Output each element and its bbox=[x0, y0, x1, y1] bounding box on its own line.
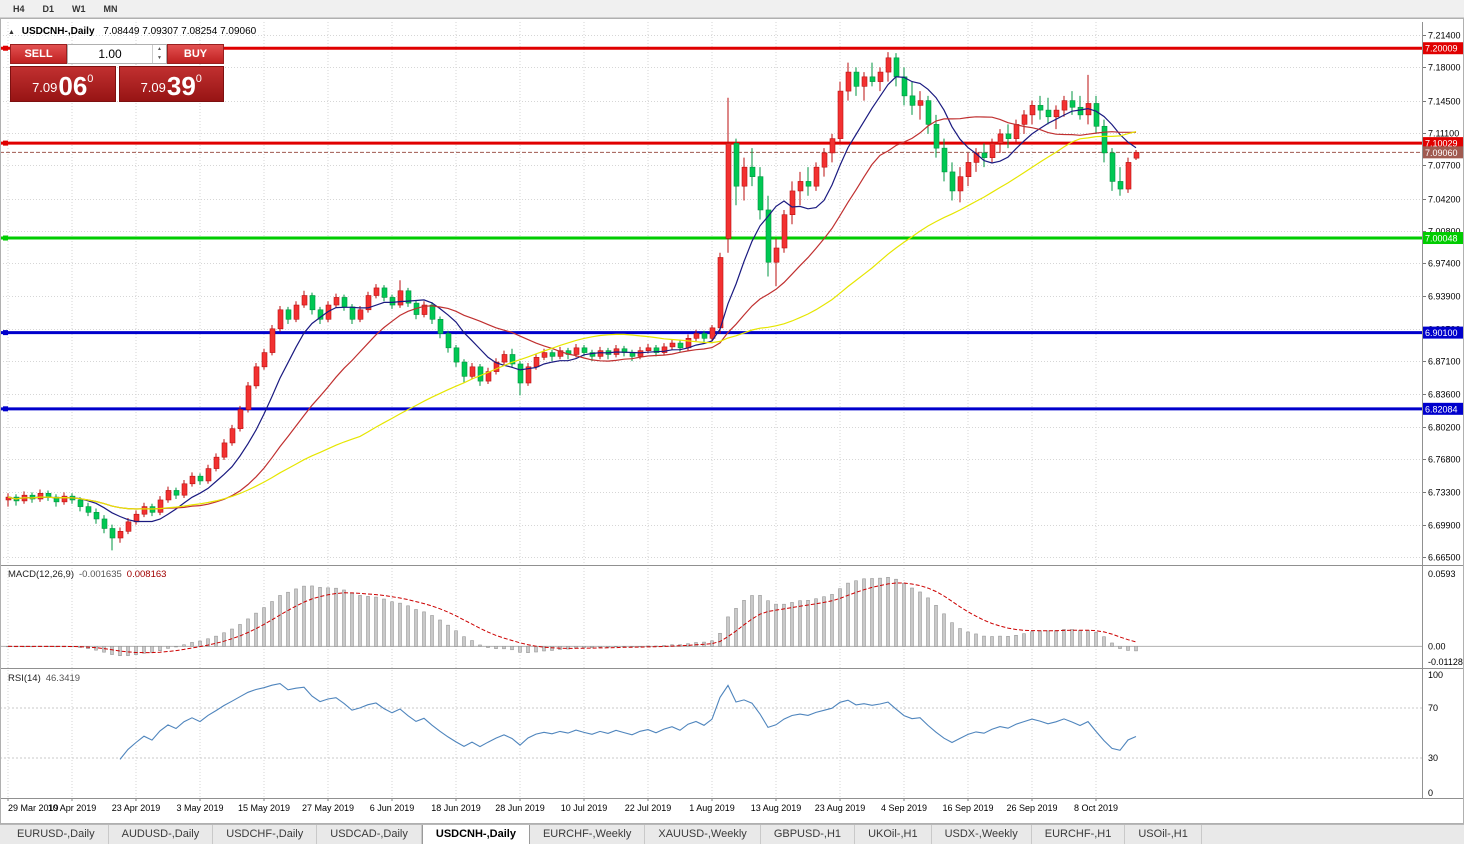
svg-text:0.0593: 0.0593 bbox=[1428, 569, 1456, 579]
svg-text:7.07700: 7.07700 bbox=[1428, 161, 1461, 171]
timeframe-toolbar: H4 D1 W1 MN bbox=[0, 0, 1464, 18]
svg-text:6.82084: 6.82084 bbox=[1425, 404, 1458, 414]
rsi-value: 46.3419 bbox=[45, 673, 81, 684]
buy-price-tile[interactable]: 7.09 39 0 bbox=[118, 66, 224, 102]
svg-text:6.73300: 6.73300 bbox=[1428, 488, 1461, 498]
svg-text:7.09060: 7.09060 bbox=[1425, 148, 1458, 158]
buy-button[interactable]: BUY bbox=[167, 44, 224, 64]
svg-text:7.11100: 7.11100 bbox=[1428, 129, 1459, 139]
chart-tabs-bar: EURUSD-,Daily AUDUSD-,Daily USDCHF-,Daily U… bbox=[0, 824, 1464, 844]
sell-button[interactable]: SELL bbox=[10, 44, 67, 64]
rsi-indicator-label: RSI(14) 46.3419 bbox=[8, 673, 85, 684]
timeframe-button-mn[interactable]: MN bbox=[103, 3, 118, 14]
volume-value[interactable]: 1.00 bbox=[98, 47, 122, 61]
chart-tab-usdx-weekly[interactable]: USDX-,Weekly bbox=[932, 825, 1032, 844]
svg-text:1 Aug 2019: 1 Aug 2019 bbox=[689, 803, 735, 813]
timeframe-button-w1[interactable]: W1 bbox=[72, 3, 86, 14]
rsi-name: RSI(14) bbox=[8, 673, 41, 684]
sell-price-pips: 06 bbox=[58, 71, 88, 101]
chart-tab-usdcnh-daily[interactable]: USDCNH-,Daily bbox=[421, 825, 530, 844]
svg-text:10 Apr 2019: 10 Apr 2019 bbox=[48, 803, 97, 813]
chart-canvas[interactable]: 7.21400 7.18000 7.14500 7.11100 7.07700 7.042… bbox=[0, 18, 1464, 824]
svg-text:15 May 2019: 15 May 2019 bbox=[238, 803, 290, 813]
chart-tab-ukoil-h1[interactable]: UKOil-,H1 bbox=[855, 825, 932, 844]
svg-text:23 Aug 2019: 23 Aug 2019 bbox=[815, 803, 866, 813]
svg-text:7.18000: 7.18000 bbox=[1428, 63, 1461, 73]
buy-price-pips: 39 bbox=[166, 71, 196, 101]
svg-text:0.00: 0.00 bbox=[1428, 641, 1446, 651]
svg-text:7.04200: 7.04200 bbox=[1428, 195, 1461, 205]
svg-text:28 Jun 2019: 28 Jun 2019 bbox=[495, 803, 545, 813]
chart-tab-xauusd-weekly[interactable]: XAUUSD-,Weekly bbox=[645, 825, 761, 844]
macd-indicator-label: MACD(12,26,9) -0.001635 0.008163 bbox=[8, 569, 171, 580]
one-click-toggle-icon[interactable]: ▲ bbox=[8, 29, 15, 36]
svg-text:8 Oct 2019: 8 Oct 2019 bbox=[1074, 803, 1118, 813]
sell-price-tile[interactable]: 7.09 06 0 bbox=[10, 66, 116, 102]
chart-tab-usdchf-daily[interactable]: USDCHF-,Daily bbox=[213, 825, 318, 844]
svg-text:0: 0 bbox=[1428, 788, 1433, 798]
buy-price-point: 0 bbox=[195, 73, 202, 85]
svg-text:4 Sep 2019: 4 Sep 2019 bbox=[881, 803, 927, 813]
volume-decrease-button[interactable]: ▼ bbox=[157, 55, 162, 61]
svg-text:70: 70 bbox=[1428, 703, 1438, 713]
buy-price-main: 7.09 bbox=[140, 80, 166, 95]
sell-price-point: 0 bbox=[87, 73, 94, 85]
chart-ohlc-values: 7.08449 7.09307 7.08254 7.09060 bbox=[103, 26, 257, 37]
svg-text:27 May 2019: 27 May 2019 bbox=[302, 803, 354, 813]
svg-text:-0.011289: -0.011289 bbox=[1428, 657, 1464, 667]
macd-value-signal: 0.008163 bbox=[126, 569, 167, 580]
svg-text:30: 30 bbox=[1428, 753, 1438, 763]
svg-text:6.69900: 6.69900 bbox=[1428, 521, 1461, 531]
chart-tab-eurusd-daily[interactable]: EURUSD-,Daily bbox=[4, 825, 109, 844]
volume-increase-button[interactable]: ▲ bbox=[157, 46, 162, 52]
svg-text:6.76800: 6.76800 bbox=[1428, 455, 1461, 465]
svg-text:7.21400: 7.21400 bbox=[1428, 31, 1461, 41]
svg-text:29 Mar 2019: 29 Mar 2019 bbox=[8, 803, 59, 813]
svg-text:6 Jun 2019: 6 Jun 2019 bbox=[370, 803, 415, 813]
svg-text:100: 100 bbox=[1428, 670, 1443, 680]
timeframe-button-h4[interactable]: H4 bbox=[13, 3, 25, 14]
svg-text:7.10029: 7.10029 bbox=[1425, 139, 1458, 149]
svg-text:7.14500: 7.14500 bbox=[1428, 97, 1461, 107]
volume-spinner[interactable]: 1.00 ▲ ▼ bbox=[67, 44, 167, 64]
chart-title: ▲ USDCNH-,Daily 7.08449 7.09307 7.08254 … bbox=[8, 26, 256, 37]
svg-text:10 Jul 2019: 10 Jul 2019 bbox=[561, 803, 608, 813]
svg-text:22 Jul 2019: 22 Jul 2019 bbox=[625, 803, 672, 813]
svg-text:18 Jun 2019: 18 Jun 2019 bbox=[431, 803, 481, 813]
macd-value-main: -0.001635 bbox=[79, 569, 122, 580]
macd-name: MACD(12,26,9) bbox=[8, 569, 74, 580]
chart-area: 7.21400 7.18000 7.14500 7.11100 7.07700 7.042… bbox=[0, 18, 1464, 824]
svg-text:7.00048: 7.00048 bbox=[1425, 234, 1458, 244]
svg-text:6.93900: 6.93900 bbox=[1428, 292, 1461, 302]
sell-price-main: 7.09 bbox=[32, 80, 58, 95]
svg-text:6.87100: 6.87100 bbox=[1428, 357, 1461, 367]
svg-text:6.80200: 6.80200 bbox=[1428, 423, 1461, 433]
svg-text:7.00800: 7.00800 bbox=[1428, 227, 1461, 237]
svg-text:3 May 2019: 3 May 2019 bbox=[176, 803, 223, 813]
chart-tab-usdcad-daily[interactable]: USDCAD-,Daily bbox=[317, 825, 422, 844]
chart-tab-usoil-h1[interactable]: USOil-,H1 bbox=[1125, 825, 1202, 844]
svg-text:6.90100: 6.90100 bbox=[1425, 328, 1458, 338]
svg-text:16 Sep 2019: 16 Sep 2019 bbox=[942, 803, 993, 813]
svg-text:26 Sep 2019: 26 Sep 2019 bbox=[1006, 803, 1057, 813]
svg-text:23 Apr 2019: 23 Apr 2019 bbox=[112, 803, 161, 813]
chart-tab-eurchf-h1[interactable]: EURCHF-,H1 bbox=[1032, 825, 1126, 844]
svg-text:7.20009: 7.20009 bbox=[1425, 44, 1458, 54]
timeframe-button-d1[interactable]: D1 bbox=[42, 3, 55, 14]
svg-text:6.66500: 6.66500 bbox=[1428, 553, 1461, 563]
svg-text:13 Aug 2019: 13 Aug 2019 bbox=[751, 803, 802, 813]
one-click-trading-panel: SELL 1.00 ▲ ▼ BUY 7.09 06 0 7.09 bbox=[10, 44, 224, 102]
chart-tab-audusd-daily[interactable]: AUDUSD-,Daily bbox=[109, 825, 214, 844]
chart-tab-gbpusd-h1[interactable]: GBPUSD-,H1 bbox=[761, 825, 856, 844]
svg-text:6.83600: 6.83600 bbox=[1428, 390, 1461, 400]
chart-symbol-label: USDCNH-,Daily bbox=[21, 26, 95, 37]
svg-text:6.97400: 6.97400 bbox=[1428, 259, 1461, 269]
chart-tab-eurchf-weekly[interactable]: EURCHF-,Weekly bbox=[530, 825, 646, 844]
